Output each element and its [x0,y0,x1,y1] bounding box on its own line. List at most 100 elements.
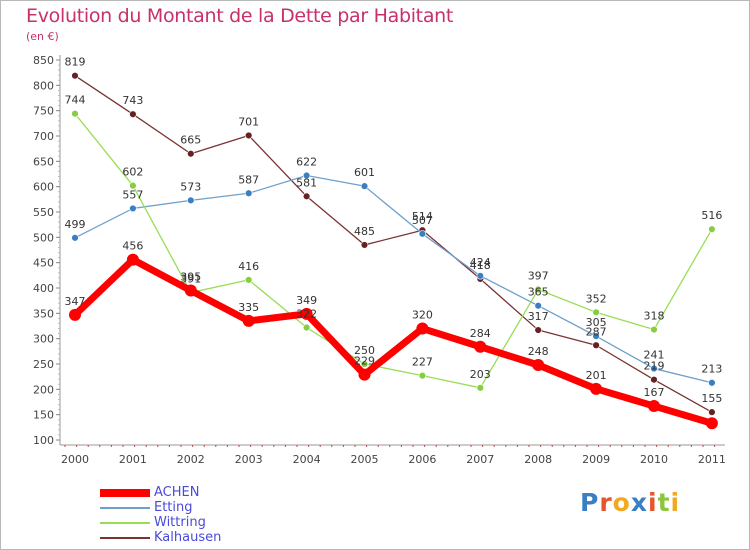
data-label: 601 [354,166,375,179]
data-point [187,196,195,205]
series-etting [71,171,716,387]
x-tick-label: 2011 [698,453,726,466]
data-point [302,171,311,180]
logo-letter: o [612,488,631,517]
data-label: 318 [644,310,665,323]
data-label: 219 [644,360,665,373]
data-point [650,364,658,373]
data-label: 335 [238,301,259,314]
data-point [360,241,369,249]
legend-label: Etting [154,500,193,515]
data-point [708,225,716,233]
legend-swatch [100,522,150,524]
data-point [360,182,369,190]
y-tick-label: 250 [33,358,54,371]
y-tick-label: 150 [33,409,54,422]
y-tick-label: 650 [33,155,54,168]
data-point [129,204,137,213]
data-point [358,368,371,381]
chart-title: Evolution du Montant de la Dette par Hab… [26,5,454,27]
data-label: 320 [412,309,433,322]
logo-letter: P [580,488,600,517]
proxiti-logo: Proxiti [580,488,680,517]
data-label: 514 [412,210,433,223]
x-tick-label: 2003 [235,453,263,466]
data-label: 456 [122,240,143,253]
x-tick-label: 2008 [524,453,552,466]
data-label: 287 [586,325,607,338]
legend-swatch [100,507,150,509]
data-point [534,285,542,294]
data-point [187,150,195,158]
y-tick-label: 100 [33,434,54,447]
labels-wittring: 744 602 391 416 322 250 227 203 397 352 318 516 [65,94,723,381]
data-label: 665 [180,134,201,147]
legend-swatch [100,489,150,497]
data-label: 485 [354,225,375,238]
series-line [74,75,713,413]
series-line [74,174,713,384]
y-tick-label: 550 [33,206,54,219]
data-label: 516 [701,209,722,222]
data-point [590,382,603,395]
logo-letter: r [599,488,613,517]
chart-subtitle: (en €) [26,30,59,43]
data-point [534,302,542,310]
data-point [650,325,658,334]
data-label: 602 [122,166,143,179]
data-label: 701 [238,115,259,128]
data-label: 744 [65,94,86,107]
logo-letter: i [648,488,658,517]
data-label: 352 [586,292,607,305]
data-point [69,308,81,321]
data-point [476,384,484,392]
data-label: 155 [701,392,722,405]
chart-axes: 100 150 200 250 300 350 400 450 500 550 600 650 700 7… [33,54,726,466]
data-label: 248 [528,345,549,358]
y-tick-label: 200 [33,383,54,396]
data-label: 305 [586,316,607,329]
legend-item-kalhausen: Kalhausen [100,530,300,545]
y-tick-label: 700 [33,130,54,143]
series-kalhausen [71,72,716,416]
x-tick-label: 2007 [466,453,494,466]
legend-item-etting: Etting [100,500,300,515]
data-point [705,417,718,430]
data-point [300,307,313,320]
data-point [532,359,545,372]
x-tick-label: 2005 [351,453,379,466]
data-label: 581 [296,176,317,189]
data-label: 227 [412,356,433,369]
data-point [418,371,427,380]
labels-etting: 499 557 573 587 622 601 507 424 365 305 241 213 [65,156,723,376]
logo-letter: x [630,488,648,517]
data-label: 573 [180,180,201,193]
data-label: 322 [296,308,317,321]
data-label: 250 [354,344,375,357]
legend-item-achen: ACHEN [100,485,300,500]
data-label: 557 [122,188,143,201]
data-label: 416 [238,260,259,273]
data-point [592,308,600,317]
data-label: 743 [122,94,143,107]
y-tick-label: 300 [33,333,54,346]
legend-label: Wittring [154,515,206,530]
x-tick-label: 2010 [640,453,668,466]
data-label: 167 [644,386,665,399]
labels-kalhausen: 819 743 665 701 581 485 514 418 317 287 219 155 [65,56,723,405]
series-achen [69,253,718,430]
y-tick-label: 450 [33,257,54,270]
data-point [129,110,137,118]
data-point [71,72,79,80]
y-tick-label: 500 [33,231,54,244]
logo-letter: t [657,488,671,517]
data-label: 347 [65,295,86,308]
legend-label: Kalhausen [154,530,222,545]
data-point [184,284,197,297]
data-point [126,253,139,266]
data-point [245,189,253,197]
data-label: 241 [644,349,665,362]
data-label: 395 [180,271,201,284]
data-label: 587 [238,173,259,186]
data-point [242,314,255,327]
